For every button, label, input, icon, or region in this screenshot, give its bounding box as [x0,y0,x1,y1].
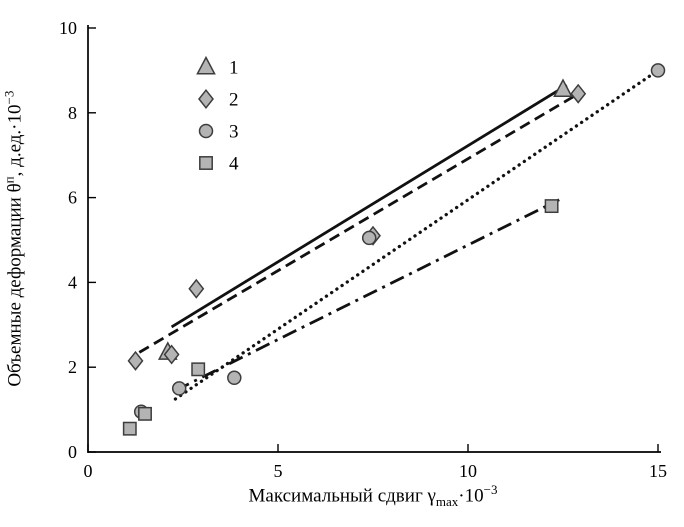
marker-series-3-circle [227,370,242,386]
marker-series-3-circle [650,63,666,78]
trendline-series-3 [173,68,660,401]
y-axis-label: Объемные деформации θп, д.ед.·10−3 [1,27,26,451]
y-tick-label: 10 [59,18,77,38]
trendline-series-1 [170,84,568,329]
legend-label-1: 1 [229,58,239,79]
y-tick-label: 8 [68,103,77,123]
y-tick-label: 2 [68,357,77,377]
marker-series-2-diamond [188,278,205,299]
x-axis-label-text: Максимальный сдвиг γ [248,485,436,507]
y-axis-label-sup: п [1,176,17,184]
marker-series-2-diamond [570,83,587,104]
y-axis-label-text: Объемные деформации θ [4,183,26,387]
legend-marker-square [199,156,213,170]
y-axis-label-exp: −3 [1,90,17,105]
legend-marker-triangle [196,55,216,75]
x-axis-label: Максимальный сдвиг γmax·10−3 [88,482,658,510]
x-axis-label-exp: −3 [483,482,498,497]
marker-series-3-circle [361,230,377,246]
marker-series-2-diamond [163,344,180,365]
marker-series-4-square [191,362,206,377]
marker-series-1-triangle [553,78,573,98]
x-axis-label-sub: max [435,494,459,510]
x-tick-label: 10 [459,461,477,481]
x-tick-label: 15 [649,461,667,481]
marker-series-4-square [138,406,152,421]
trendline-series-2 [138,90,583,354]
y-tick-label: 4 [68,272,77,292]
marker-series-4-square [122,421,137,436]
legend-label-2: 2 [229,90,239,111]
legend-label-3: 3 [229,122,239,143]
y-tick-label: 6 [68,188,77,208]
x-tick-label: 5 [274,461,283,481]
marker-series-4-square [544,199,559,214]
legend-label-4: 4 [229,154,239,175]
marker-series-2-diamond [127,350,144,371]
y-axis-label-units: , д.ед.·10 [4,104,26,177]
x-axis-label-units: ·10 [458,485,484,507]
trendline-series-4 [174,198,560,392]
y-tick-label: 0 [68,442,77,462]
x-tick-label: 0 [84,461,93,481]
legend-marker-diamond [198,88,214,110]
marker-series-3-circle [171,381,187,396]
legend-marker-circle [198,123,214,139]
